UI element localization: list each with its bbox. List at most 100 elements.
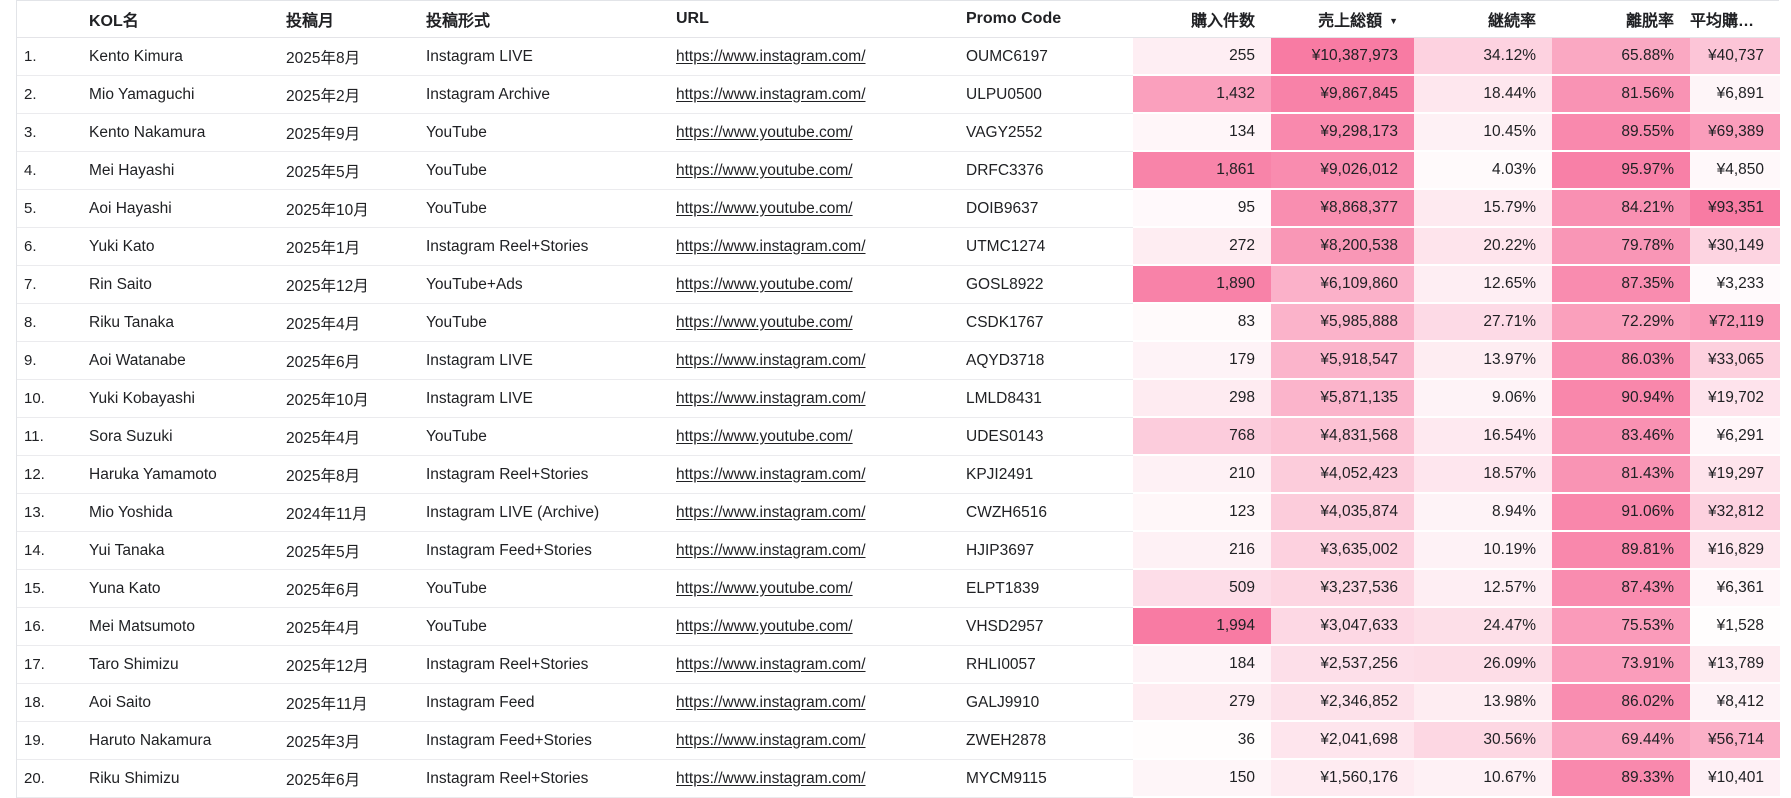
- url-link[interactable]: https://www.instagram.com/: [676, 237, 866, 255]
- cell-format: Instagram LIVE: [426, 38, 676, 76]
- url-link[interactable]: https://www.instagram.com/: [676, 465, 866, 483]
- cell-url: https://www.youtube.com/: [676, 304, 966, 342]
- cell-url: https://www.youtube.com/: [676, 266, 966, 304]
- cell-month: 2025年3月: [286, 722, 426, 760]
- cell-sales_total: ¥4,035,874: [1271, 494, 1414, 532]
- cell-sales_total: ¥9,026,012: [1271, 152, 1414, 190]
- cell-name: Aoi Saito: [89, 684, 286, 722]
- cell-retention_rate: 10.45%: [1414, 114, 1552, 152]
- cell-url: https://www.instagram.com/: [676, 38, 966, 76]
- cell-retention_rate: 18.57%: [1414, 456, 1552, 494]
- cell-format: Instagram Reel+Stories: [426, 646, 676, 684]
- column-header-retention_rate[interactable]: 継続率: [1414, 1, 1552, 38]
- cell-promo_code: GOSL8922: [966, 266, 1133, 304]
- cell-churn_rate: 89.81%: [1552, 532, 1690, 570]
- column-header-name[interactable]: KOL名: [89, 1, 286, 38]
- cell-name: Aoi Hayashi: [89, 190, 286, 228]
- row-number: 19.: [17, 722, 89, 760]
- cell-url: https://www.youtube.com/: [676, 570, 966, 608]
- cell-purchases: 1,994: [1133, 608, 1271, 646]
- url-link[interactable]: https://www.youtube.com/: [676, 161, 853, 179]
- column-label: 離脱率: [1625, 13, 1674, 30]
- cell-avg_purchase: ¥1,528: [1690, 608, 1780, 646]
- cell-month: 2025年12月: [286, 646, 426, 684]
- table-row: 12. Haruka Yamamoto 2025年8月 Instagram Reel+…: [17, 456, 1780, 494]
- cell-format: Instagram LIVE: [426, 380, 676, 418]
- column-label: 売上総額: [1318, 13, 1383, 30]
- column-header-month[interactable]: 投稿月: [286, 1, 426, 38]
- cell-avg_purchase: ¥6,891: [1690, 76, 1780, 114]
- url-link[interactable]: https://www.instagram.com/: [676, 47, 866, 65]
- cell-name: Mei Matsumoto: [89, 608, 286, 646]
- url-link[interactable]: https://www.instagram.com/: [676, 541, 866, 559]
- cell-month: 2025年5月: [286, 532, 426, 570]
- cell-churn_rate: 81.56%: [1552, 76, 1690, 114]
- table-row: 5. Aoi Hayashi 2025年10月 YouTube https://www.…: [17, 190, 1780, 228]
- column-header-format[interactable]: 投稿形式: [426, 1, 676, 38]
- url-link[interactable]: https://www.youtube.com/: [676, 123, 853, 141]
- url-link[interactable]: https://www.youtube.com/: [676, 579, 853, 597]
- column-header-churn_rate[interactable]: 離脱率: [1552, 1, 1690, 38]
- cell-sales_total: ¥3,047,633: [1271, 608, 1414, 646]
- cell-format: Instagram Reel+Stories: [426, 456, 676, 494]
- cell-sales_total: ¥4,831,568: [1271, 418, 1414, 456]
- cell-url: https://www.instagram.com/: [676, 228, 966, 266]
- table-row: 19. Haruto Nakamura 2025年3月 Instagram Feed+…: [17, 722, 1780, 760]
- cell-format: YouTube: [426, 570, 676, 608]
- cell-name: Riku Shimizu: [89, 760, 286, 798]
- column-header-url[interactable]: URL: [676, 1, 966, 38]
- column-header-avg_purchase[interactable]: 平均購入...: [1690, 1, 1780, 38]
- table-row: 20. Riku Shimizu 2025年6月 Instagram Reel+Sto…: [17, 760, 1780, 798]
- cell-url: https://www.instagram.com/: [676, 760, 966, 798]
- cell-format: Instagram Reel+Stories: [426, 228, 676, 266]
- cell-retention_rate: 20.22%: [1414, 228, 1552, 266]
- url-link[interactable]: https://www.instagram.com/: [676, 769, 866, 787]
- cell-url: https://www.youtube.com/: [676, 190, 966, 228]
- column-header-purchases[interactable]: 購入件数: [1133, 1, 1271, 38]
- url-link[interactable]: https://www.instagram.com/: [676, 693, 866, 711]
- column-header-index[interactable]: [17, 1, 89, 38]
- cell-churn_rate: 69.44%: [1552, 722, 1690, 760]
- cell-month: 2025年9月: [286, 114, 426, 152]
- url-link[interactable]: https://www.youtube.com/: [676, 313, 853, 331]
- cell-churn_rate: 89.33%: [1552, 760, 1690, 798]
- cell-retention_rate: 27.71%: [1414, 304, 1552, 342]
- cell-churn_rate: 72.29%: [1552, 304, 1690, 342]
- cell-promo_code: KPJI2491: [966, 456, 1133, 494]
- cell-churn_rate: 79.78%: [1552, 228, 1690, 266]
- cell-sales_total: ¥2,346,852: [1271, 684, 1414, 722]
- cell-name: Haruto Nakamura: [89, 722, 286, 760]
- url-link[interactable]: https://www.youtube.com/: [676, 199, 853, 217]
- cell-avg_purchase: ¥3,233: [1690, 266, 1780, 304]
- cell-format: YouTube+Ads: [426, 266, 676, 304]
- url-link[interactable]: https://www.instagram.com/: [676, 731, 866, 749]
- cell-month: 2025年6月: [286, 760, 426, 798]
- column-header-sales_total[interactable]: 売上総額 ▼: [1271, 1, 1414, 38]
- url-link[interactable]: https://www.instagram.com/: [676, 503, 866, 521]
- url-link[interactable]: https://www.youtube.com/: [676, 617, 853, 635]
- cell-purchases: 216: [1133, 532, 1271, 570]
- cell-purchases: 255: [1133, 38, 1271, 76]
- table-row: 16. Mei Matsumoto 2025年4月 YouTube https://ww…: [17, 608, 1780, 646]
- cell-format: YouTube: [426, 608, 676, 646]
- cell-name: Mei Hayashi: [89, 152, 286, 190]
- cell-retention_rate: 26.09%: [1414, 646, 1552, 684]
- table-row: 10. Yuki Kobayashi 2025年10月 Instagram LIVE h…: [17, 380, 1780, 418]
- cell-retention_rate: 34.12%: [1414, 38, 1552, 76]
- url-link[interactable]: https://www.youtube.com/: [676, 275, 853, 293]
- cell-avg_purchase: ¥6,291: [1690, 418, 1780, 456]
- url-link[interactable]: https://www.instagram.com/: [676, 655, 866, 673]
- cell-url: https://www.instagram.com/: [676, 456, 966, 494]
- cell-purchases: 83: [1133, 304, 1271, 342]
- cell-retention_rate: 12.57%: [1414, 570, 1552, 608]
- url-link[interactable]: https://www.instagram.com/: [676, 389, 866, 407]
- url-link[interactable]: https://www.instagram.com/: [676, 85, 866, 103]
- url-link[interactable]: https://www.instagram.com/: [676, 351, 866, 369]
- cell-promo_code: DRFC3376: [966, 152, 1133, 190]
- cell-retention_rate: 8.94%: [1414, 494, 1552, 532]
- cell-sales_total: ¥9,298,173: [1271, 114, 1414, 152]
- cell-promo_code: VHSD2957: [966, 608, 1133, 646]
- url-link[interactable]: https://www.youtube.com/: [676, 427, 853, 445]
- column-header-promo_code[interactable]: Promo Code: [966, 1, 1133, 38]
- cell-purchases: 134: [1133, 114, 1271, 152]
